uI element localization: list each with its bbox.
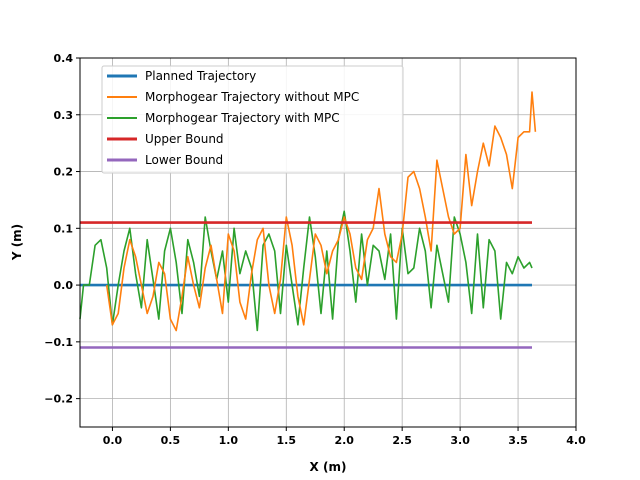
y-tick-label: −0.1 [44, 336, 73, 349]
y-tick-label: 0.4 [54, 52, 74, 65]
legend: Planned Trajectory Morphogear Trajectory … [101, 65, 404, 174]
x-tick-label: 2.5 [392, 434, 412, 447]
plot-series [79, 91, 537, 349]
x-axis-label: X (m) [310, 460, 347, 474]
y-tick-label: 0.3 [54, 109, 74, 122]
axis-ticks: 0.0 0.5 1.0 1.5 2.0 2.5 3.0 3.5 4.0 −0.2 −0.1 0.0 0.… [44, 52, 586, 447]
y-tick-label: −0.2 [44, 393, 73, 406]
x-tick-label: 0.5 [161, 434, 181, 447]
y-tick-label: 0.1 [54, 222, 74, 235]
legend-label: Lower Bound [145, 153, 223, 167]
legend-box [101, 65, 404, 174]
x-tick-label: 1.5 [277, 434, 297, 447]
series-line-morphogear-trajectory-without-mpc [105, 91, 537, 332]
x-tick-label: 2.0 [334, 434, 354, 447]
x-tick-label: 0.0 [103, 434, 123, 447]
legend-label: Planned Trajectory [145, 69, 256, 83]
x-tick-label: 3.0 [450, 434, 470, 447]
y-axis-label: Y (m) [10, 224, 24, 261]
y-tick-label: 0.0 [54, 279, 74, 292]
legend-label: Morphogear Trajectory with MPC [145, 111, 340, 125]
legend-label: Upper Bound [145, 132, 224, 146]
x-tick-label: 1.0 [219, 434, 239, 447]
x-tick-label: 3.5 [508, 434, 528, 447]
x-tick-label: 4.0 [566, 434, 586, 447]
plot-frame [79, 57, 577, 428]
legend-label: Morphogear Trajectory without MPC [145, 90, 359, 104]
y-tick-label: 0.2 [54, 166, 74, 179]
